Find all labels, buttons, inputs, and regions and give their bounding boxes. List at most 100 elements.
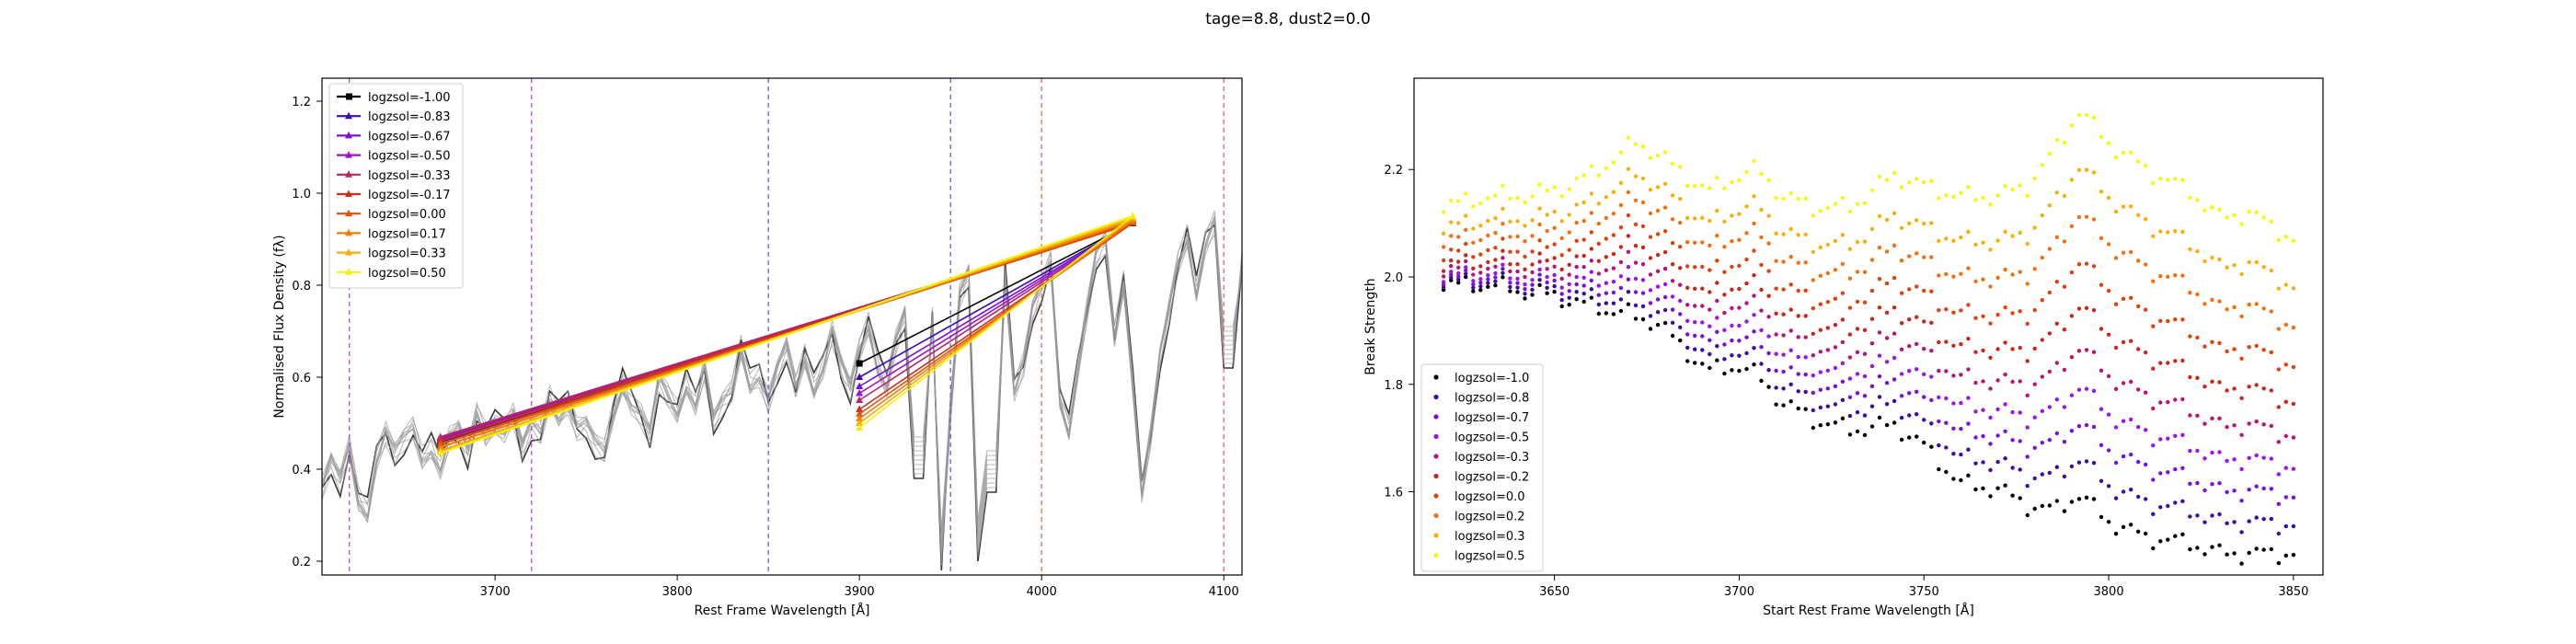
series-marker: [856, 419, 864, 426]
scatter-point: [2210, 205, 2214, 210]
scatter-point: [1552, 242, 1557, 247]
scatter-point: [1995, 433, 2000, 438]
scatter-point: [1899, 347, 1904, 351]
scatter-point: [2047, 290, 2052, 295]
scatter-point: [1604, 311, 1609, 316]
scatter-point: [1796, 260, 1800, 265]
scatter-point: [1825, 270, 1831, 276]
scatter-point: [1567, 303, 1571, 307]
scatter-point: [2025, 359, 2030, 363]
scatter-point: [1640, 144, 1646, 149]
scatter-point: [2129, 295, 2133, 300]
scatter-point: [1929, 221, 1934, 225]
scatter-point: [1811, 331, 1816, 336]
scatter-point: [2276, 531, 2281, 536]
scatter-point: [1464, 259, 1468, 264]
scatter-point: [2202, 552, 2207, 557]
scatter-point: [1944, 469, 1949, 475]
scatter-point: [2018, 379, 2022, 384]
scatter-point: [1537, 278, 1542, 282]
scatter-point: [2010, 272, 2015, 277]
scatter-point: [1825, 300, 1831, 305]
scatter-point: [2136, 159, 2141, 164]
scatter-point: [2283, 466, 2288, 470]
scatter-point: [1523, 224, 1527, 228]
scatter-point: [1869, 188, 1875, 192]
scatter-point: [1449, 234, 1454, 238]
scatter-point: [1884, 178, 1890, 182]
scatter-point: [1604, 291, 1609, 295]
scatter-point: [1685, 332, 1690, 337]
legend-marker: [1433, 414, 1439, 420]
scatter-point: [2210, 416, 2214, 420]
scatter-point: [2099, 236, 2104, 241]
scatter-point: [1604, 281, 1609, 285]
scatter-point: [2158, 361, 2163, 365]
scatter-point: [1803, 288, 1808, 293]
scatter-point: [1981, 348, 1985, 353]
scatter-point: [1737, 323, 1742, 328]
scatter-point: [1937, 308, 1941, 313]
scatter-point: [2091, 217, 2097, 222]
scatter-point: [2062, 193, 2067, 199]
scatter-point: [2099, 514, 2104, 520]
scatter-point: [1471, 255, 1476, 259]
scatter-point: [1833, 384, 1838, 388]
scatter-point: [1441, 258, 1446, 263]
scatter-point: [1877, 305, 1882, 310]
scatter-point: [1737, 237, 1742, 242]
scatter-point: [1922, 221, 1926, 226]
scatter-point: [1825, 242, 1831, 247]
scatter-point: [2291, 238, 2296, 243]
scatter-point: [1730, 264, 1734, 270]
scatter-point: [1574, 176, 1579, 181]
scatter-point: [1662, 294, 1668, 300]
scatter-point: [1574, 297, 1579, 302]
scatter-point: [2144, 428, 2148, 432]
scatter-point: [2254, 546, 2259, 551]
scatter-point: [1884, 381, 1890, 385]
scatter-point: [1618, 297, 1624, 302]
scatter-point: [1884, 422, 1890, 428]
series-marker: [436, 449, 444, 456]
scatter-point: [2062, 440, 2067, 444]
scatter-point: [1530, 249, 1535, 254]
scatter-point: [2099, 478, 2104, 483]
scatter-point: [1596, 311, 1602, 316]
scatter-point: [1833, 238, 1838, 243]
scatter-point: [1981, 408, 1985, 412]
scatter-point: [2025, 484, 2030, 489]
scatter-point: [1640, 200, 1646, 205]
scatter-point: [2151, 180, 2156, 186]
scatter-point: [2232, 423, 2237, 428]
scatter-point: [1530, 278, 1535, 282]
scatter-point: [1899, 394, 1904, 398]
scatter-point: [2173, 433, 2178, 438]
scatter-point: [1552, 256, 1557, 260]
legend-marker: [345, 209, 352, 217]
scatter-point: [2232, 263, 2237, 268]
scatter-point: [2202, 421, 2207, 426]
scatter-point: [1951, 477, 1956, 481]
scatter-point: [1464, 191, 1468, 196]
scatter-point: [2269, 219, 2273, 224]
scatter-point: [1626, 167, 1631, 171]
series-segment-short: [858, 222, 1133, 378]
scatter-point: [2173, 229, 2178, 234]
scatter-point: [1781, 312, 1786, 316]
scatter-point: [2076, 349, 2082, 353]
scatter-point: [2062, 405, 2067, 409]
scatter-point: [1589, 278, 1594, 283]
scatter-point: [1884, 336, 1890, 340]
scatter-point: [1655, 269, 1661, 273]
right-axes-frame: [1413, 77, 2324, 576]
scatter-point: [1640, 176, 1646, 181]
scatter-point: [1752, 313, 1756, 317]
scatter-point: [2054, 431, 2059, 436]
scatter-point: [1501, 222, 1505, 226]
legend-label: logzsol=-0.83: [368, 110, 451, 124]
scatter-point: [2232, 551, 2237, 556]
scatter-point: [2040, 503, 2044, 509]
scatter-point: [1869, 226, 1875, 232]
scatter-point: [1456, 277, 1461, 282]
